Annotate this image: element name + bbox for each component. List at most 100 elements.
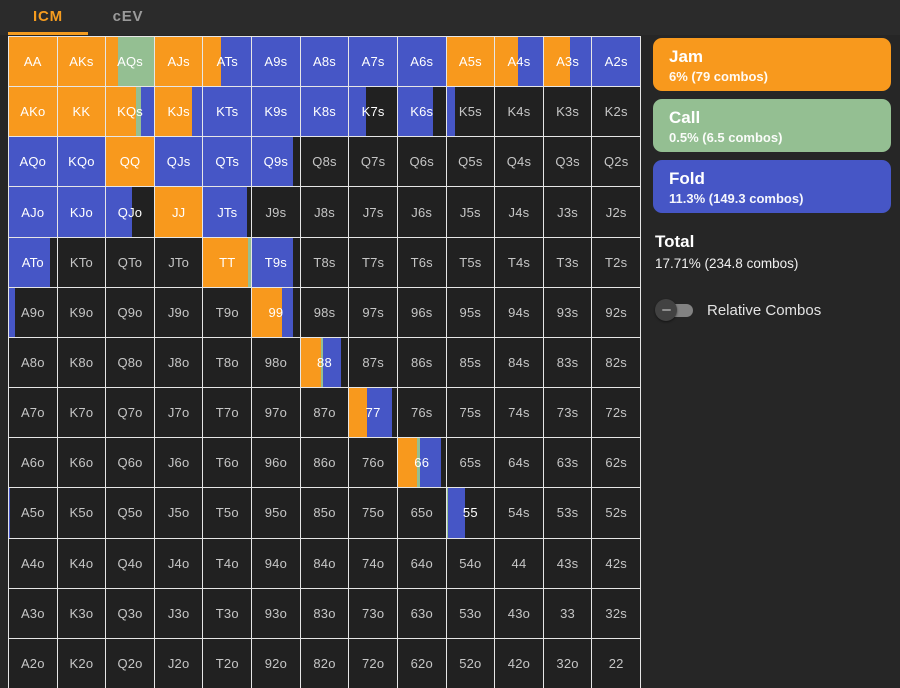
hand-cell-44[interactable]: 44: [495, 538, 543, 588]
hand-cell-85s[interactable]: 85s: [446, 337, 495, 388]
hand-cell-J6o[interactable]: J6o: [154, 438, 203, 488]
hand-cell-A2s[interactable]: A2s: [592, 37, 640, 87]
hand-cell-84s[interactable]: 84s: [495, 337, 543, 388]
hand-cell-72s[interactable]: 72s: [592, 388, 640, 438]
hand-cell-J2s[interactable]: J2s: [592, 187, 640, 237]
hand-cell-Q8s[interactable]: Q8s: [300, 137, 349, 187]
hand-cell-65o[interactable]: 65o: [397, 488, 446, 538]
hand-cell-K8o[interactable]: K8o: [57, 337, 106, 388]
hand-cell-AQo[interactable]: AQo: [9, 137, 57, 187]
hand-cell-42s[interactable]: 42s: [592, 538, 640, 588]
hand-cell-88[interactable]: 88: [300, 337, 349, 388]
hand-cell-66[interactable]: 66: [397, 438, 446, 488]
hand-cell-AA[interactable]: AA: [9, 37, 57, 87]
hand-cell-QQ[interactable]: QQ: [106, 137, 154, 187]
hand-cell-Q7o[interactable]: Q7o: [106, 388, 154, 438]
hand-cell-T5s[interactable]: T5s: [446, 237, 495, 287]
hand-cell-QJs[interactable]: QJs: [154, 137, 203, 187]
hand-cell-87s[interactable]: 87s: [349, 337, 397, 388]
hand-cell-J5s[interactable]: J5s: [446, 187, 495, 237]
hand-cell-T7o[interactable]: T7o: [203, 388, 252, 438]
hand-cell-K9s[interactable]: K9s: [252, 87, 300, 137]
hand-cell-A7s[interactable]: A7s: [349, 37, 397, 87]
hand-cell-TT[interactable]: TT: [203, 237, 252, 287]
hand-cell-92o[interactable]: 92o: [252, 638, 300, 688]
hand-cell-J9s[interactable]: J9s: [252, 187, 300, 237]
hand-cell-94o[interactable]: 94o: [252, 538, 300, 588]
hand-cell-76o[interactable]: 76o: [349, 438, 397, 488]
hand-cell-K6s[interactable]: K6s: [397, 87, 446, 137]
hand-cell-73o[interactable]: 73o: [349, 588, 397, 638]
hand-cell-K8s[interactable]: K8s: [300, 87, 349, 137]
fold-legend-button[interactable]: Fold 11.3% (149.3 combos): [653, 160, 891, 213]
hand-cell-55[interactable]: 55: [446, 488, 495, 538]
hand-cell-AJo[interactable]: AJo: [9, 187, 57, 237]
hand-cell-74o[interactable]: 74o: [349, 538, 397, 588]
hand-cell-95s[interactable]: 95s: [446, 287, 495, 337]
hand-cell-83s[interactable]: 83s: [543, 337, 592, 388]
hand-cell-93s[interactable]: 93s: [543, 287, 592, 337]
hand-cell-K7o[interactable]: K7o: [57, 388, 106, 438]
hand-cell-J4s[interactable]: J4s: [495, 187, 543, 237]
hand-cell-97o[interactable]: 97o: [252, 388, 300, 438]
hand-cell-32o[interactable]: 32o: [543, 638, 592, 688]
hand-cell-A8s[interactable]: A8s: [300, 37, 349, 87]
hand-cell-K3s[interactable]: K3s: [543, 87, 592, 137]
hand-cell-A9s[interactable]: A9s: [252, 37, 300, 87]
hand-cell-93o[interactable]: 93o: [252, 588, 300, 638]
hand-cell-Q5s[interactable]: Q5s: [446, 137, 495, 187]
hand-cell-ATo[interactable]: ATo: [9, 237, 57, 287]
hand-cell-Q3s[interactable]: Q3s: [543, 137, 592, 187]
hand-cell-86s[interactable]: 86s: [397, 337, 446, 388]
hand-cell-97s[interactable]: 97s: [349, 287, 397, 337]
hand-cell-T8o[interactable]: T8o: [203, 337, 252, 388]
hand-cell-63s[interactable]: 63s: [543, 438, 592, 488]
hand-cell-65s[interactable]: 65s: [446, 438, 495, 488]
hand-cell-JTs[interactable]: JTs: [203, 187, 252, 237]
hand-cell-A2o[interactable]: A2o: [9, 638, 57, 688]
jam-legend-button[interactable]: Jam 6% (79 combos): [653, 38, 891, 91]
hand-cell-Q8o[interactable]: Q8o: [106, 337, 154, 388]
hand-cell-T4s[interactable]: T4s: [495, 237, 543, 287]
hand-cell-62o[interactable]: 62o: [397, 638, 446, 688]
hand-cell-64o[interactable]: 64o: [397, 538, 446, 588]
hand-cell-92s[interactable]: 92s: [592, 287, 640, 337]
hand-cell-75o[interactable]: 75o: [349, 488, 397, 538]
hand-cell-K3o[interactable]: K3o: [57, 588, 106, 638]
hand-cell-52o[interactable]: 52o: [446, 638, 495, 688]
hand-cell-83o[interactable]: 83o: [300, 588, 349, 638]
hand-cell-AKs[interactable]: AKs: [57, 37, 106, 87]
hand-cell-J8s[interactable]: J8s: [300, 187, 349, 237]
hand-cell-KTs[interactable]: KTs: [203, 87, 252, 137]
hand-cell-99[interactable]: 99: [252, 287, 300, 337]
hand-cell-T6s[interactable]: T6s: [397, 237, 446, 287]
hand-cell-43o[interactable]: 43o: [495, 588, 543, 638]
hand-cell-K2o[interactable]: K2o: [57, 638, 106, 688]
hand-cell-A9o[interactable]: A9o: [9, 287, 57, 337]
hand-cell-A4o[interactable]: A4o: [9, 538, 57, 588]
call-legend-button[interactable]: Call 0.5% (6.5 combos): [653, 99, 891, 152]
hand-cell-QTo[interactable]: QTo: [106, 237, 154, 287]
hand-cell-82o[interactable]: 82o: [300, 638, 349, 688]
hand-cell-T4o[interactable]: T4o: [203, 538, 252, 588]
hand-cell-T8s[interactable]: T8s: [300, 237, 349, 287]
hand-cell-J8o[interactable]: J8o: [154, 337, 203, 388]
hand-cell-A6o[interactable]: A6o: [9, 438, 57, 488]
hand-cell-AQs[interactable]: AQs: [106, 37, 154, 87]
hand-cell-AJs[interactable]: AJs: [154, 37, 203, 87]
hand-cell-A6s[interactable]: A6s: [397, 37, 446, 87]
hand-cell-63o[interactable]: 63o: [397, 588, 446, 638]
hand-cell-Q7s[interactable]: Q7s: [349, 137, 397, 187]
hand-cell-Q9s[interactable]: Q9s: [252, 137, 300, 187]
hand-cell-K9o[interactable]: K9o: [57, 287, 106, 337]
hand-cell-T7s[interactable]: T7s: [349, 237, 397, 287]
hand-cell-T2s[interactable]: T2s: [592, 237, 640, 287]
hand-cell-73s[interactable]: 73s: [543, 388, 592, 438]
hand-cell-J7s[interactable]: J7s: [349, 187, 397, 237]
hand-cell-KQs[interactable]: KQs: [106, 87, 154, 137]
hand-cell-Q3o[interactable]: Q3o: [106, 588, 154, 638]
hand-cell-72o[interactable]: 72o: [349, 638, 397, 688]
hand-cell-J9o[interactable]: J9o: [154, 287, 203, 337]
hand-cell-62s[interactable]: 62s: [592, 438, 640, 488]
hand-cell-T9s[interactable]: T9s: [252, 237, 300, 287]
